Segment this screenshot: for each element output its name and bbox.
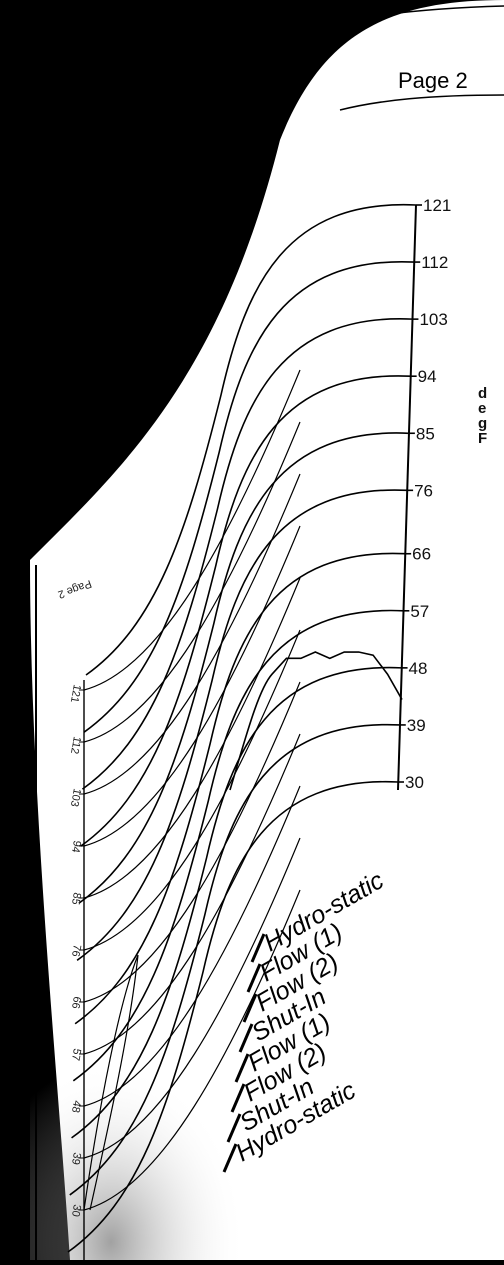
legend-swatch xyxy=(246,963,262,993)
legend-swatch xyxy=(230,1083,246,1113)
y-tick-label: 76 xyxy=(414,481,433,500)
mirror-gridline-arc xyxy=(83,525,301,847)
gridline-arc xyxy=(74,552,406,1025)
y-axis-line xyxy=(397,204,417,791)
gridline-arc xyxy=(85,204,417,676)
mirror-gridline-arc xyxy=(83,681,301,1003)
series-line xyxy=(229,651,403,791)
mirror-gridline-arc xyxy=(83,837,301,1159)
y-tick-label: 103 xyxy=(419,310,447,329)
mirror-tick-label: 94 xyxy=(69,839,83,853)
legend-swatch xyxy=(238,1023,254,1053)
mirror-tick-label: 103 xyxy=(68,787,83,807)
y-tick-label: 39 xyxy=(407,716,426,735)
y-tick-label: 85 xyxy=(416,424,435,443)
mirror-tick-label: 112 xyxy=(68,735,83,754)
y-tick-label: 30 xyxy=(405,773,424,792)
mirror-gridline-arc xyxy=(83,785,301,1107)
mirror-tick-label: 85 xyxy=(69,891,83,905)
unit-char: g xyxy=(478,415,487,432)
legend-swatch xyxy=(250,933,266,963)
legend-swatch xyxy=(226,1113,242,1143)
mirror-tick-label: 39 xyxy=(69,1151,83,1165)
gridline-arc xyxy=(67,781,399,1253)
gridline-arc xyxy=(80,375,411,847)
header-top-rule xyxy=(299,5,504,31)
legend-swatch xyxy=(222,1143,238,1173)
unit-char: F xyxy=(478,430,487,447)
gridline-arc xyxy=(71,666,402,1139)
mirror-gridline-arc xyxy=(83,629,301,951)
unit-char: d xyxy=(478,385,487,402)
mirror-tick-label: 76 xyxy=(69,943,83,957)
paper-sheet xyxy=(30,0,504,1260)
legend-swatch xyxy=(242,993,258,1023)
header-rule xyxy=(339,94,504,111)
mirror-gridline-arc xyxy=(83,473,301,795)
mirror-gridline-arc xyxy=(83,889,301,1211)
mirror-tick-label: 66 xyxy=(69,995,83,1009)
mirror-tick-label: 48 xyxy=(69,1099,83,1113)
y-tick-label: 48 xyxy=(409,659,428,678)
mirror-tick-label: 30 xyxy=(69,1203,83,1217)
mirror-tick-label: 121 xyxy=(68,683,83,703)
unit-char: e xyxy=(478,400,486,417)
gridline-arc xyxy=(78,432,409,904)
gridline-arc xyxy=(76,489,408,961)
y-tick-label: 66 xyxy=(412,545,431,564)
mirror-gridline-arc xyxy=(83,369,301,691)
y-tick-label: 121 xyxy=(423,196,451,215)
y-tick-labels: 121 112 103 94 85 76 66 57 48 39 30 xyxy=(405,196,451,792)
mirror-gridline-arc xyxy=(83,421,301,743)
mirror-series-line xyxy=(83,954,139,1211)
legend-swatch xyxy=(234,1053,250,1083)
mirror-tick-label: 57 xyxy=(69,1047,83,1061)
series-lines xyxy=(229,651,403,791)
page-label: Page 2 xyxy=(398,68,468,93)
mirror-gridline-arc xyxy=(83,577,301,899)
gridline-arc xyxy=(83,261,415,733)
y-tick-label: 94 xyxy=(418,367,437,386)
y-tick-label: 57 xyxy=(410,602,429,621)
y-tick-label: 112 xyxy=(421,253,448,272)
gridline-arc xyxy=(81,318,413,790)
